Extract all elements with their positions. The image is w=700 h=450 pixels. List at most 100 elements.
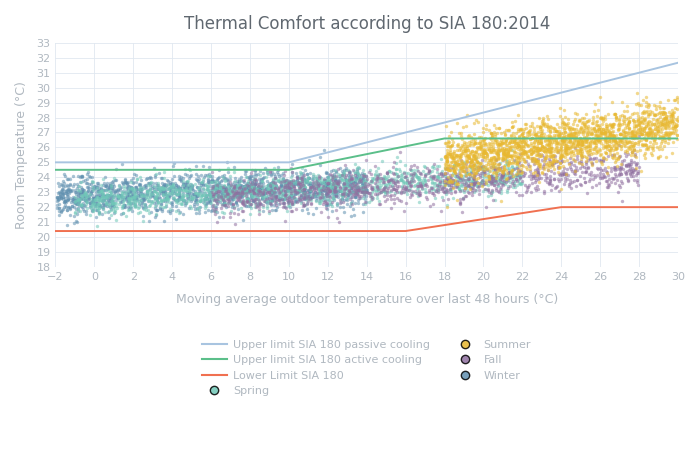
Point [181,191,193,198]
Point [556,135,567,143]
Point [502,154,513,161]
Point [358,192,369,199]
Point [199,198,211,205]
Point [633,115,644,122]
Point [592,138,603,145]
Point [578,115,589,122]
Point [522,152,533,159]
Point [228,201,239,208]
Point [74,174,85,181]
Point [245,184,256,192]
Point [650,129,662,136]
Point [610,110,621,117]
Point [122,191,133,198]
Point [478,169,489,176]
Point [335,203,346,210]
Point [304,170,316,177]
Point [261,198,272,206]
Point [196,179,207,186]
Point [300,189,311,197]
Point [267,179,279,186]
Point [260,184,272,191]
Point [457,164,468,171]
Point [206,176,218,183]
Point [671,136,682,143]
Point [491,155,502,162]
Point [239,178,250,185]
Point [327,189,338,197]
Point [234,184,245,192]
Point [636,130,648,138]
Point [469,166,480,173]
Point [250,180,261,187]
Point [550,137,561,144]
Point [341,177,352,184]
Point [589,136,601,144]
Point [304,192,316,199]
Point [244,200,256,207]
Point [478,162,489,170]
Point [597,135,608,142]
Point [132,191,144,198]
Point [334,179,345,186]
Point [167,189,178,197]
Point [177,194,188,201]
Point [294,175,305,182]
Point [73,195,84,202]
Point [619,157,630,164]
Point [118,195,130,203]
Point [122,182,133,189]
Point [188,191,199,198]
Point [529,166,540,174]
Point [137,212,148,220]
Point [522,153,533,161]
Point [629,131,640,138]
Point [94,194,105,201]
Point [551,184,562,191]
Point [482,181,493,189]
Point [269,194,280,201]
Point [606,164,617,171]
Point [502,149,513,156]
Point [210,188,221,195]
Point [451,197,462,204]
Point [480,180,491,188]
Point [508,136,519,144]
Point [521,149,532,157]
Point [324,193,335,200]
Point [442,178,454,185]
Point [462,174,473,181]
Point [148,191,159,198]
Point [345,212,356,220]
Point [649,135,660,143]
Point [229,183,240,190]
Point [580,128,592,135]
Point [302,195,314,202]
Point [179,187,190,194]
Point [222,186,233,193]
Point [574,180,585,188]
Point [554,154,566,162]
Point [364,198,375,205]
Point [92,198,104,205]
Point [433,172,444,180]
Point [358,184,370,191]
Point [102,190,113,197]
Point [349,185,360,192]
Point [546,148,557,155]
Point [671,105,682,112]
Point [648,144,659,151]
Point [298,189,309,197]
Point [140,183,151,190]
Point [322,214,333,221]
Point [277,176,288,183]
Point [293,180,304,187]
Point [108,177,119,184]
Point [620,124,631,131]
Point [536,142,547,149]
Point [136,185,148,193]
Point [488,146,499,153]
Point [354,178,365,185]
Point [503,166,514,173]
Point [323,184,335,192]
